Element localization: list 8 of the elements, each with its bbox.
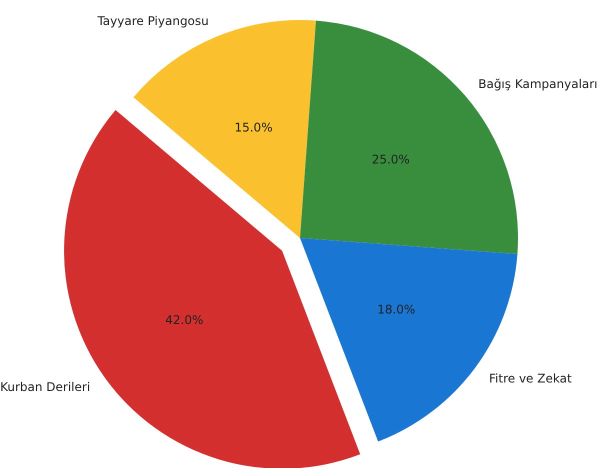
data-label: 42.0% [165,313,204,328]
slice-label: Tayyare Piyangosu [96,14,209,28]
data-label: 18.0% [377,302,416,316]
data-label: 15.0% [234,120,273,134]
slice-label: Bağış Kampanyaları [478,77,598,92]
slice-label: Kurban Derileri [0,380,90,394]
slice-label: Fitre ve Zekat [489,371,572,386]
data-label: 25.0% [372,152,410,167]
